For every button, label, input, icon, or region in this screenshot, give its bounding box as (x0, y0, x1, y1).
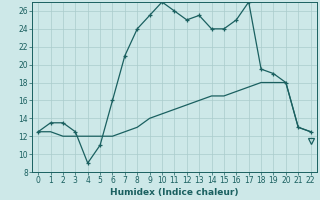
X-axis label: Humidex (Indice chaleur): Humidex (Indice chaleur) (110, 188, 239, 197)
